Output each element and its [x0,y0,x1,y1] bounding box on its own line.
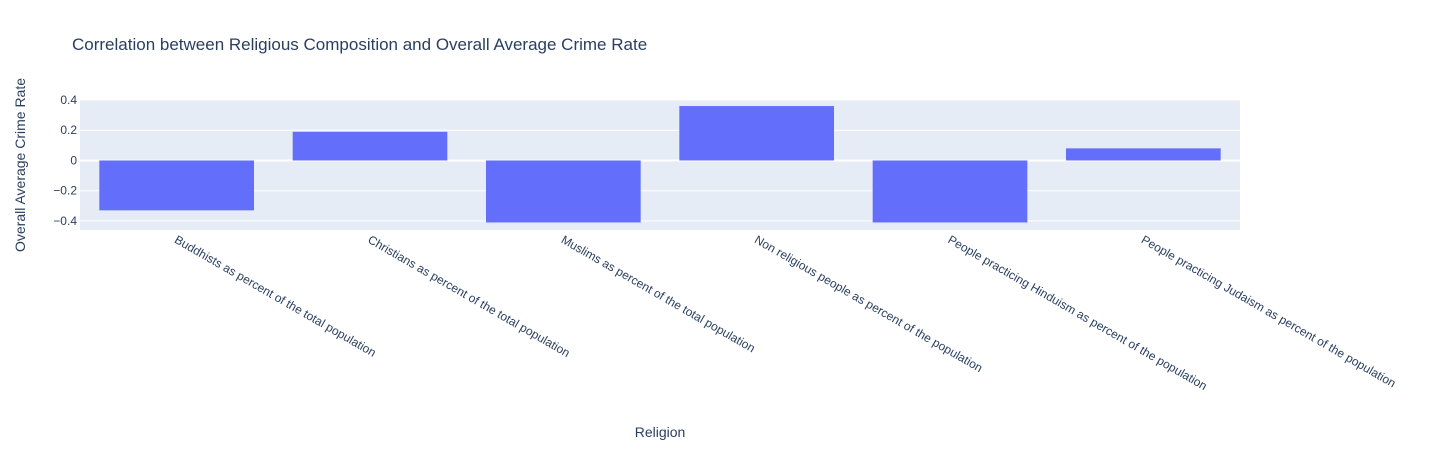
bar[interactable] [679,106,834,161]
chart-title: Correlation between Religious Compositio… [72,35,647,54]
y-tick-labels: 0.4 0.2 0 −0.2 −0.4 [53,93,77,228]
bar[interactable] [99,160,254,211]
bar[interactable] [292,131,448,161]
y-axis-title: Overall Average Crime Rate [12,78,28,252]
y-tick-label: 0.4 [60,93,77,107]
bar[interactable] [1066,148,1221,161]
y-tick-label: −0.4 [53,214,77,228]
y-tick-label: −0.2 [53,184,77,198]
plot-area [80,100,1240,230]
bar[interactable] [486,160,641,223]
y-gridlines [80,99,1240,222]
bars [99,106,1221,223]
bar[interactable] [872,160,1028,223]
x-axis-title: Religion [635,424,686,440]
y-tick-label: 0.2 [60,123,77,137]
y-tick-label: 0 [70,153,77,167]
